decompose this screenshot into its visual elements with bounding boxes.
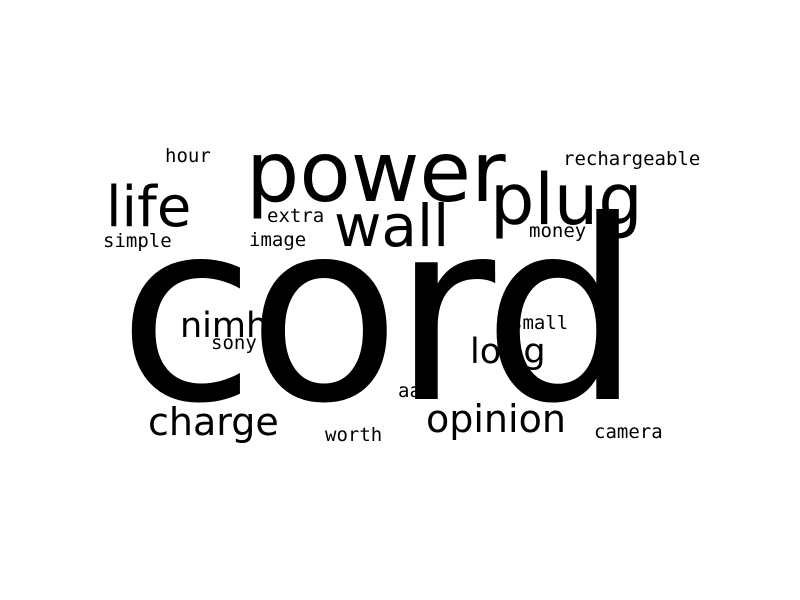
word-plug: plug: [490, 159, 643, 241]
word-worth: worth: [325, 424, 383, 446]
word-rechargeable: rechargeable: [563, 148, 701, 170]
word-extra: extra: [267, 205, 325, 227]
word-opinion: opinion: [426, 397, 566, 441]
word-wall: wall: [334, 192, 450, 260]
word-small: small: [511, 312, 569, 334]
word-simple: simple: [103, 230, 172, 252]
word-nimh: nimh: [180, 306, 269, 346]
word-cord: cord: [118, 167, 641, 458]
word-long: long: [470, 332, 546, 372]
word-charge: charge: [148, 400, 279, 444]
word-camera: camera: [594, 421, 663, 443]
word-money: money: [529, 220, 587, 242]
word-life: life: [106, 175, 192, 240]
word-image: image: [249, 229, 307, 251]
word-hour: hour: [165, 145, 211, 167]
word-aaa: aaa: [398, 380, 433, 402]
word-sony: sony: [211, 332, 257, 354]
word-power: power: [246, 123, 506, 221]
